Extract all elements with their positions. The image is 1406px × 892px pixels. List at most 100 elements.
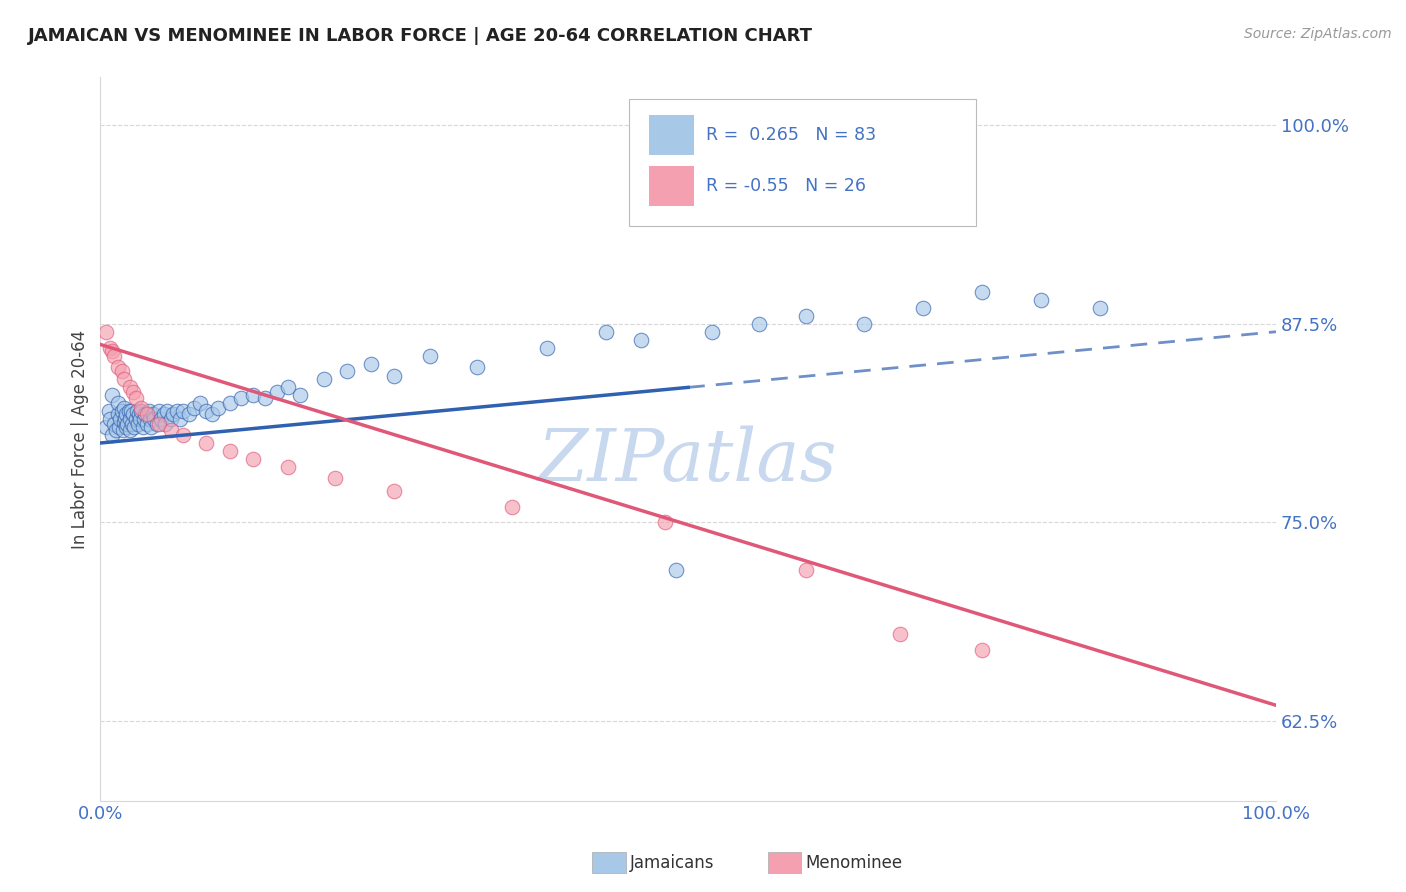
FancyBboxPatch shape	[630, 99, 976, 226]
Text: JAMAICAN VS MENOMINEE IN LABOR FORCE | AGE 20-64 CORRELATION CHART: JAMAICAN VS MENOMINEE IN LABOR FORCE | A…	[28, 27, 813, 45]
Point	[465, 359, 488, 374]
Point	[115, 408, 138, 422]
Point	[112, 415, 135, 429]
Point	[148, 404, 170, 418]
Point	[96, 420, 118, 434]
Point	[166, 404, 188, 418]
Point	[112, 372, 135, 386]
Point	[107, 408, 129, 422]
Point	[122, 408, 145, 422]
Point	[114, 410, 136, 425]
Point	[794, 309, 817, 323]
Text: Menominee: Menominee	[806, 855, 903, 872]
Point	[132, 412, 155, 426]
Point	[146, 417, 169, 431]
Text: R = -0.55   N = 26: R = -0.55 N = 26	[706, 177, 866, 195]
Point	[131, 420, 153, 434]
Point	[104, 423, 127, 437]
Point	[110, 364, 132, 378]
Point	[153, 417, 176, 431]
Point	[134, 408, 156, 422]
Point	[277, 380, 299, 394]
Point	[131, 404, 153, 418]
Point	[277, 459, 299, 474]
Point	[201, 408, 224, 422]
Point	[970, 285, 993, 299]
Point	[112, 401, 135, 415]
Point	[138, 412, 160, 426]
Point	[121, 417, 143, 431]
Point	[103, 349, 125, 363]
Point	[595, 325, 617, 339]
Point	[382, 369, 405, 384]
Point	[162, 408, 184, 422]
Point	[125, 404, 148, 418]
Point	[107, 359, 129, 374]
Point	[970, 642, 993, 657]
Point	[115, 420, 138, 434]
Point	[242, 451, 264, 466]
Point	[142, 408, 165, 422]
Point	[138, 404, 160, 418]
Point	[118, 380, 141, 394]
Point	[889, 626, 911, 640]
Point	[118, 412, 141, 426]
Point	[266, 385, 288, 400]
Point	[108, 420, 131, 434]
Point	[195, 436, 218, 450]
Point	[139, 420, 162, 434]
Point	[117, 417, 139, 431]
Point	[153, 408, 176, 422]
Text: Source: ZipAtlas.com: Source: ZipAtlas.com	[1244, 27, 1392, 41]
Point	[654, 516, 676, 530]
Point	[794, 563, 817, 577]
Point	[325, 471, 347, 485]
Point	[107, 396, 129, 410]
Point	[172, 404, 194, 418]
Point	[111, 423, 134, 437]
Point	[110, 404, 132, 418]
Point	[101, 428, 124, 442]
Point	[1029, 293, 1052, 307]
Point	[124, 392, 146, 406]
Point	[172, 428, 194, 442]
Point	[131, 401, 153, 415]
Y-axis label: In Labor Force | Age 20-64: In Labor Force | Age 20-64	[72, 329, 89, 549]
Point	[124, 420, 146, 434]
Point	[748, 317, 770, 331]
Point	[136, 417, 159, 431]
Point	[148, 417, 170, 431]
Point	[101, 343, 124, 358]
Point	[853, 317, 876, 331]
Point	[96, 325, 118, 339]
Point	[98, 341, 121, 355]
Point	[103, 417, 125, 431]
Point	[188, 396, 211, 410]
Point	[122, 385, 145, 400]
Point	[312, 372, 335, 386]
Point	[501, 500, 523, 514]
Point	[169, 412, 191, 426]
Point	[98, 412, 121, 426]
Point	[700, 325, 723, 339]
Point	[665, 563, 688, 577]
Point	[156, 404, 179, 418]
Point	[242, 388, 264, 402]
Point	[150, 412, 173, 426]
Point	[127, 417, 149, 431]
Point	[218, 396, 240, 410]
Point	[160, 412, 183, 426]
Text: R =  0.265   N = 83: R = 0.265 N = 83	[706, 127, 876, 145]
Point	[183, 401, 205, 415]
Point	[360, 357, 382, 371]
Point	[97, 404, 120, 418]
Point	[110, 412, 132, 426]
Point	[418, 349, 440, 363]
Point	[136, 408, 159, 422]
Point	[129, 412, 152, 426]
Point	[536, 341, 558, 355]
Point	[630, 333, 652, 347]
Point	[1088, 301, 1111, 315]
Point	[912, 301, 935, 315]
FancyBboxPatch shape	[650, 166, 695, 206]
